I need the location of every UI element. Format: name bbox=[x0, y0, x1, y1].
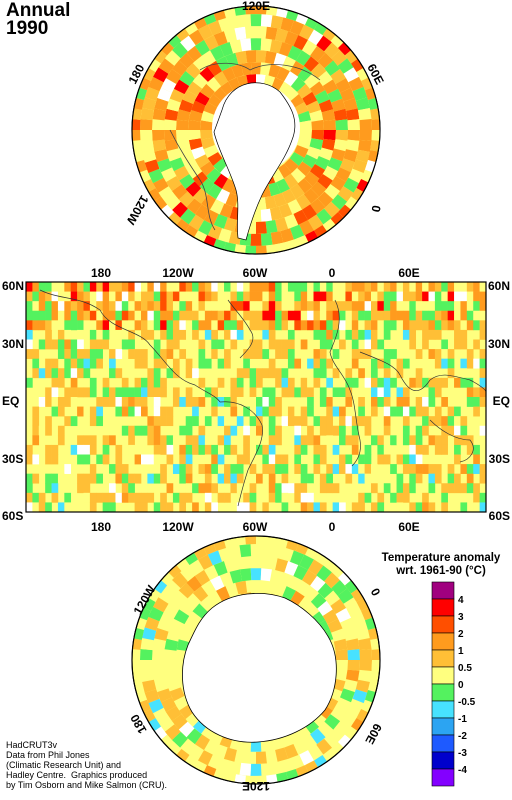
legend-swatch bbox=[431, 598, 455, 617]
north-label-120e: 120E bbox=[242, 0, 270, 13]
lat-label-right: 60N bbox=[488, 279, 510, 293]
south-label-120e: 120E bbox=[242, 779, 270, 793]
south-polar-map bbox=[131, 535, 381, 785]
lat-label-right: 30N bbox=[488, 337, 510, 351]
north-coastline-2 bbox=[169, 129, 216, 231]
legend-level-label: -3 bbox=[458, 748, 467, 759]
lon-label-bottom: 0 bbox=[329, 520, 336, 534]
legend-level-label: 4 bbox=[458, 595, 464, 606]
legend-swatch bbox=[431, 700, 455, 719]
legend-swatch bbox=[431, 717, 455, 736]
legend-level-label: -2 bbox=[458, 731, 467, 742]
lon-label-top: 180 bbox=[91, 266, 111, 280]
legend-swatch bbox=[431, 666, 455, 685]
north-label-120w: 120W bbox=[123, 193, 151, 228]
legend-swatch bbox=[431, 768, 455, 787]
color-legend: 4 3 2 1 0.5 0 -0.5 -1 -2 -3 -4 bbox=[431, 581, 476, 787]
lon-label-bottom: 120W bbox=[162, 520, 194, 534]
map-coastlines bbox=[39, 289, 487, 507]
south-label-0: 0 bbox=[368, 586, 384, 599]
legend-title: Temperature anomaly wrt. 1961-90 (°C) bbox=[372, 552, 510, 578]
global-map bbox=[25, 281, 487, 513]
chart-title: Annual 1990 bbox=[6, 0, 71, 39]
legend-level-label: -1 bbox=[458, 714, 467, 725]
lon-label-bottom: 60W bbox=[243, 520, 268, 534]
legend-swatch bbox=[431, 632, 455, 651]
lat-label-left: 60N bbox=[2, 279, 24, 293]
title-annual: Annual bbox=[6, 0, 71, 21]
legend-level-label: 1 bbox=[458, 646, 464, 657]
legend-level-label: 0.5 bbox=[458, 663, 472, 674]
greenland-outline bbox=[213, 82, 296, 241]
lon-label-top: 60E bbox=[398, 266, 419, 280]
legend-title-line1: Temperature anomaly bbox=[381, 552, 501, 564]
lon-label-bottom: 60E bbox=[398, 520, 419, 534]
credits-text: HadCRUT3v Data from Phil Jones (Climatic… bbox=[6, 740, 168, 790]
lat-label-right: 60S bbox=[489, 509, 510, 523]
legend-swatch bbox=[431, 581, 455, 600]
legend-swatch bbox=[431, 734, 455, 753]
lon-label-top: 0 bbox=[329, 266, 336, 280]
lat-label-left: EQ bbox=[2, 394, 19, 408]
legend-title-line2: wrt. 1961-90 (°C) bbox=[396, 565, 486, 577]
legend-swatch bbox=[431, 683, 455, 702]
lon-label-bottom: 180 bbox=[91, 520, 111, 534]
legend-swatch bbox=[431, 649, 455, 668]
legend-level-label: -0.5 bbox=[458, 697, 476, 708]
north-coastline bbox=[199, 62, 321, 81]
south-label-60e: 60E bbox=[362, 721, 384, 746]
lon-label-top: 60W bbox=[243, 266, 268, 280]
legend-level-label: 0 bbox=[458, 680, 464, 691]
antarctica-outline bbox=[182, 593, 337, 743]
lat-label-left: 30N bbox=[2, 337, 24, 351]
north-polar-map bbox=[131, 5, 381, 255]
lat-label-right: EQ bbox=[493, 394, 510, 408]
lat-label-left: 30S bbox=[2, 452, 23, 466]
legend-swatch bbox=[431, 751, 455, 770]
north-label-0: 0 bbox=[368, 204, 383, 213]
legend-level-label: 2 bbox=[458, 629, 464, 640]
lat-label-left: 60S bbox=[2, 509, 23, 523]
lat-label-right: 30S bbox=[489, 452, 510, 466]
legend-swatch bbox=[431, 615, 455, 634]
legend-level-label: 3 bbox=[458, 612, 464, 623]
lon-label-top: 120W bbox=[162, 266, 194, 280]
title-year: 1990 bbox=[6, 18, 49, 39]
legend-level-label: -4 bbox=[458, 765, 467, 776]
